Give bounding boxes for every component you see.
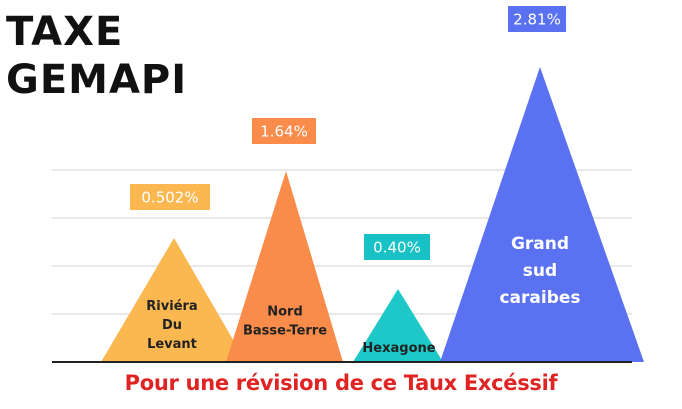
triangle-bar-2	[226, 171, 343, 362]
title-line-2: GEMAPI	[6, 57, 188, 103]
category-label-1: Riviéra Du Levant	[146, 299, 197, 352]
value-badge-4	[508, 6, 566, 32]
title-line-1: TAXE	[6, 9, 124, 55]
value-label-2: 1.64%	[260, 123, 308, 141]
value-badge-3	[364, 234, 430, 260]
chart-title: TAXE GEMAPI	[6, 8, 187, 104]
category-label-2: Nord Basse-Terre	[243, 305, 327, 339]
value-label-1: 0.502%	[141, 189, 198, 207]
value-label-4: 2.81%	[513, 11, 561, 29]
category-label-3: Hexagone	[362, 341, 435, 356]
value-badge-1	[130, 184, 210, 210]
value-badge-2	[252, 118, 316, 144]
category-label-4: Grand sud caraibes	[499, 234, 580, 308]
value-label-3: 0.40%	[373, 239, 421, 257]
triangle-bar-1	[101, 238, 246, 362]
footer-caption: Pour une révision de ce Taux Excéssif	[124, 371, 558, 395]
chart-marks: 0.502% Riviéra Du Levant 1.64% Nord Basse-Terr…	[101, 6, 644, 362]
triangle-bar-3	[353, 289, 443, 362]
triangle-bar-4	[440, 67, 644, 362]
